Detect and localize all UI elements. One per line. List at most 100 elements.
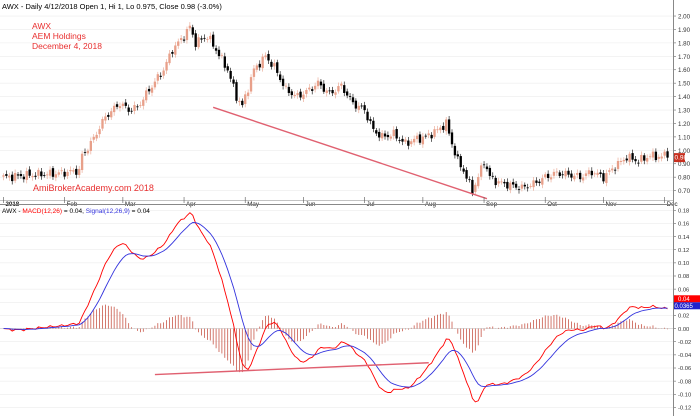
- price-y-tick-label: 0.80: [678, 175, 691, 182]
- price-candle-body: [261, 56, 264, 69]
- price-candle-body: [549, 177, 553, 180]
- price-candle-body: [45, 174, 49, 176]
- price-candle-body: [60, 170, 63, 172]
- price-y-tick-label: 0.70: [678, 188, 691, 195]
- price-candle-body: [447, 119, 451, 134]
- price-candle-body: [372, 120, 375, 129]
- price-candle-body: [156, 74, 159, 81]
- price-candle-body: [162, 70, 165, 76]
- price-candle-body: [223, 56, 226, 68]
- price-candle-body: [561, 174, 564, 176]
- price-candle-body: [593, 173, 596, 175]
- price-candle-body: [398, 140, 401, 141]
- price-candle-body: [576, 173, 579, 175]
- price-candle-body: [214, 48, 218, 51]
- price-candle-body: [69, 169, 72, 172]
- price-candle-body: [430, 134, 433, 139]
- macd-y-tick-label: 0.18: [678, 208, 689, 214]
- price-candle-body: [523, 184, 526, 187]
- price-candle-body: [63, 171, 66, 177]
- macd-header-value: = 0.04,: [64, 208, 86, 215]
- price-candle-body: [159, 75, 162, 77]
- price-candle-body: [284, 85, 288, 87]
- macd-pane: -0.12 -0.10 -0.08 -0.06 -0.04 -0.02 0.00 0.02 0.…: [0, 208, 700, 412]
- price-candle-body: [427, 133, 430, 136]
- price-candle-body: [311, 89, 314, 91]
- price-candle-body: [526, 187, 529, 189]
- price-candle-body: [278, 74, 282, 81]
- price-candle-body: [613, 169, 617, 171]
- price-candle-body: [645, 158, 649, 162]
- macd-header-label: MACD(12,26): [22, 208, 62, 215]
- price-candle-body: [153, 81, 157, 88]
- last-price-tag: 0.98: [673, 153, 688, 163]
- price-candle-body: [570, 173, 573, 178]
- price-candle-body: [407, 140, 410, 146]
- price-candle-body: [66, 171, 69, 177]
- price-candle-body: [287, 86, 291, 93]
- price-candle-body: [640, 154, 643, 162]
- price-candle-body: [267, 53, 270, 61]
- price-candle-body: [485, 166, 489, 170]
- price-candle-body: [25, 171, 28, 180]
- price-candle-body: [380, 133, 384, 139]
- price-candle-body: [345, 91, 349, 96]
- price-candle-body: [343, 85, 346, 93]
- price-candle-body: [5, 174, 8, 176]
- price-candle-body: [197, 37, 200, 48]
- price-header: AWX - Daily 4/12/2018 Open 1, Hi 1, Lo 0…: [2, 2, 222, 11]
- macd-header-ticker: AWX -: [2, 208, 22, 215]
- macd-grid: [0, 209, 673, 408]
- price-candle-body: [273, 63, 276, 67]
- price-candle-body: [477, 177, 480, 187]
- price-candle-body: [392, 129, 395, 137]
- price-candle-body: [625, 158, 628, 161]
- price-candle-body: [482, 164, 486, 166]
- signal-header-value: = 0.04: [132, 208, 151, 215]
- price-candle-body: [220, 54, 224, 56]
- price-y-axis: 0.70 0.80 0.90 1.00 1.10 1.20 1.30 1.40 1.50 1.60…: [673, 14, 691, 195]
- price-candle-body: [139, 105, 142, 106]
- price-candle-body: [302, 94, 305, 100]
- price-y-tick-label: 1.00: [678, 148, 691, 155]
- price-candle-body: [165, 61, 168, 71]
- price-candle-body: [628, 153, 631, 162]
- price-y-tick-label: 1.90: [678, 27, 691, 34]
- price-y-tick-label: 1.20: [678, 121, 691, 128]
- date-annotation: December 4, 2018: [32, 41, 102, 51]
- price-candle-body: [130, 110, 133, 112]
- price-candle-body: [354, 100, 358, 109]
- price-candle-body: [270, 61, 273, 67]
- price-candle-body: [479, 165, 483, 177]
- price-candle-body: [177, 41, 180, 46]
- price-candle-body: [442, 125, 445, 130]
- price-candle-body: [110, 111, 113, 118]
- price-candle-body: [395, 129, 398, 139]
- price-candle-body: [497, 181, 500, 184]
- price-candle-body: [445, 119, 448, 132]
- price-candle-body: [558, 172, 561, 176]
- price-candle-body: [305, 90, 308, 94]
- price-candle-body: [360, 105, 363, 107]
- price-trendline: [212, 106, 488, 200]
- price-candle-body: [229, 70, 232, 79]
- macd-y-tick-label: 0.16: [678, 222, 689, 228]
- price-candle-body: [337, 86, 340, 92]
- price-candle-body: [375, 130, 378, 134]
- price-candle-body: [121, 103, 125, 107]
- price-candle-body: [538, 181, 541, 184]
- price-candle-body: [78, 168, 81, 175]
- price-candle-body: [322, 83, 326, 92]
- price-candle-body: [150, 87, 154, 93]
- price-candle-body: [34, 175, 37, 177]
- price-candle-body: [619, 160, 623, 162]
- price-candle-body: [634, 159, 637, 162]
- price-y-tick-label: 1.50: [678, 81, 691, 88]
- price-candle-body: [185, 29, 189, 41]
- price-candle-body: [512, 182, 515, 185]
- price-candle-body: [217, 49, 221, 57]
- price-candle-body: [564, 170, 567, 177]
- price-candle-body: [648, 156, 652, 158]
- price-candle-body: [456, 154, 459, 157]
- price-candle-body: [488, 167, 492, 176]
